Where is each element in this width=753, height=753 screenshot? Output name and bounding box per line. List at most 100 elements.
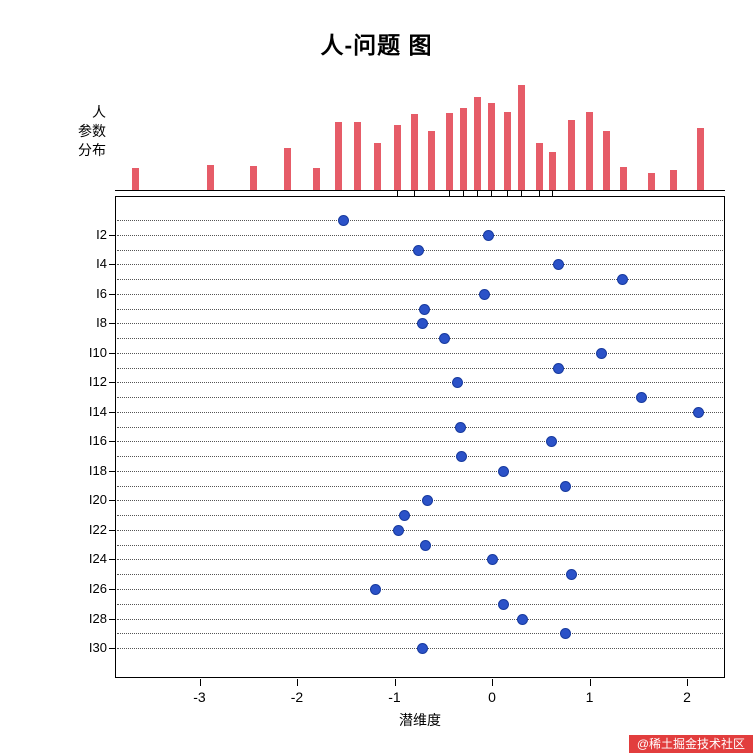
item-dot — [399, 510, 411, 522]
item-dotted-line — [117, 574, 723, 576]
item-dot — [517, 613, 529, 625]
item-label: I6 — [96, 285, 107, 301]
item-dot — [439, 333, 451, 345]
item-dotted-line — [117, 500, 723, 502]
item-dot — [497, 598, 509, 610]
histogram-bar — [567, 120, 575, 190]
item-dot — [487, 554, 498, 566]
item-dotted-line — [117, 382, 723, 384]
y-axis-tick — [109, 352, 115, 354]
histogram-bar — [535, 143, 543, 190]
person-rug-tick — [397, 191, 399, 196]
item-dot — [692, 406, 704, 418]
histogram-bar — [411, 114, 418, 190]
item-label: I30 — [88, 640, 107, 656]
x-axis-tick — [297, 679, 298, 686]
item-dotted-line — [117, 338, 723, 340]
person-rug-tick — [414, 191, 415, 196]
item-dotted-line — [117, 426, 723, 428]
person-rug-tick — [538, 191, 540, 196]
item-dot — [596, 347, 608, 359]
item-dotted-line — [117, 633, 723, 635]
x-axis-tick — [687, 679, 688, 686]
item-label: I12 — [88, 374, 107, 390]
item-dotted-line — [117, 603, 723, 605]
histogram-bar — [427, 131, 435, 190]
item-label: I26 — [88, 581, 107, 596]
person-rug-tick — [477, 191, 479, 196]
item-dotted-line — [117, 397, 723, 399]
item-dot — [616, 274, 628, 286]
item-dot — [418, 303, 430, 315]
item-label: I16 — [88, 433, 107, 449]
item-dot — [337, 215, 349, 226]
item-dot — [483, 229, 495, 241]
item-dotted-line — [117, 411, 723, 413]
item-dot — [560, 480, 572, 492]
person-rug-tick — [491, 191, 493, 196]
item-dot — [455, 451, 467, 463]
histogram-bar — [446, 113, 454, 190]
x-axis-tick-label: -1 — [388, 689, 401, 705]
chart-title: 人-问题 图 — [320, 32, 433, 58]
item-label: I22 — [88, 521, 107, 537]
item-dotted-line — [117, 220, 723, 221]
item-dot — [454, 421, 466, 433]
y-axis-tick — [109, 323, 115, 325]
histogram-bar — [474, 97, 482, 190]
histogram-bar — [250, 166, 258, 190]
x-axis-tick-label: 2 — [683, 689, 691, 705]
item-label: I4 — [96, 256, 107, 272]
item-dot — [370, 584, 381, 595]
item-dotted-line — [117, 279, 723, 281]
person-rug-tick — [521, 191, 523, 196]
histogram-bar — [549, 152, 557, 190]
histogram-ylabel-line-1: 人 — [92, 104, 106, 120]
item-dot — [636, 392, 648, 404]
person-rug-tick — [552, 191, 554, 196]
item-dot — [553, 362, 565, 374]
histogram-bar — [334, 122, 342, 190]
person-rug-tick — [449, 191, 451, 196]
x-axis-tick — [492, 679, 493, 686]
histogram-bar — [603, 131, 611, 190]
item-plot-area — [115, 196, 725, 678]
histogram-bar — [647, 173, 655, 190]
item-label: I10 — [88, 344, 107, 360]
item-dot — [451, 377, 463, 389]
histogram-bar — [394, 125, 402, 190]
histogram-bar — [488, 103, 496, 190]
y-axis-tick — [109, 411, 115, 413]
item-dot — [565, 569, 577, 581]
y-axis-tick — [109, 529, 115, 531]
item-label: I8 — [96, 315, 107, 331]
item-label: I20 — [88, 492, 107, 508]
histogram-bar — [696, 128, 704, 190]
y-axis-tick — [109, 382, 115, 384]
item-dotted-line — [117, 264, 723, 266]
y-axis-tick — [109, 559, 115, 561]
item-dot — [553, 259, 565, 271]
item-label: I28 — [88, 610, 107, 626]
item-dot — [497, 465, 509, 477]
item-dotted-line — [117, 234, 723, 236]
histogram-bar — [312, 168, 320, 190]
item-dotted-line — [117, 441, 723, 443]
x-axis-tick-label: -3 — [193, 689, 206, 705]
item-dotted-line — [117, 559, 723, 561]
item-label: I24 — [88, 551, 107, 567]
item-dotted-line — [117, 470, 723, 472]
item-dotted-line — [117, 515, 723, 517]
histogram-bar — [132, 168, 140, 190]
item-dot — [412, 244, 424, 256]
y-axis-tick — [109, 234, 115, 236]
histogram-bar — [373, 143, 381, 190]
y-axis-tick — [109, 500, 115, 502]
item-dotted-line — [117, 352, 723, 354]
item-dot — [421, 495, 433, 507]
y-axis-tick — [109, 293, 115, 295]
y-axis-tick — [109, 264, 115, 266]
x-axis-tick-label: 1 — [585, 689, 594, 705]
histogram-ylabel-line-2: 参数 — [78, 123, 106, 139]
